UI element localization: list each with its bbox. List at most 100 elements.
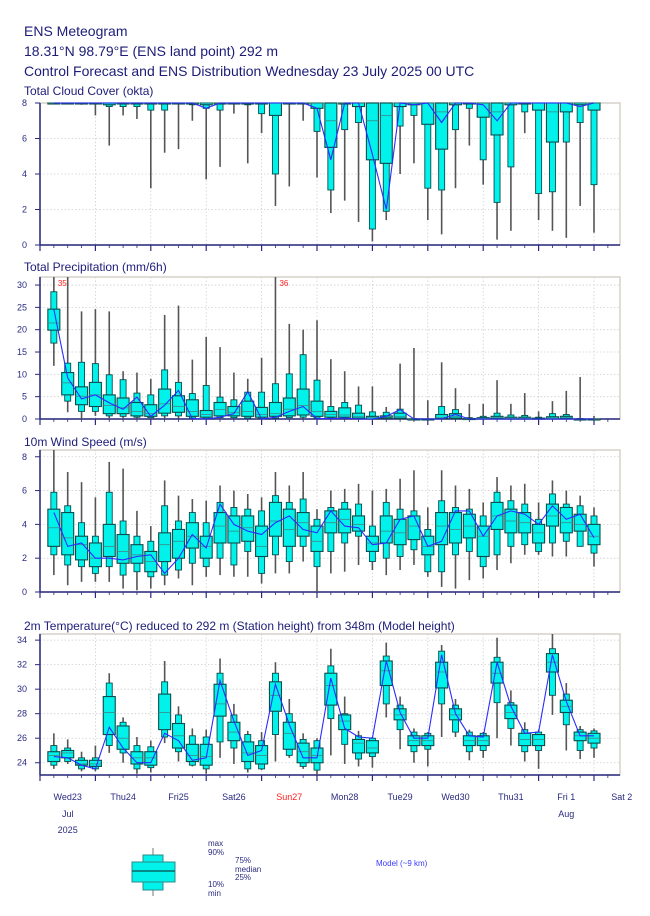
temp-iqr-box bbox=[255, 745, 269, 765]
cloud-box-28 bbox=[435, 102, 449, 235]
precip-ytick-label: 15 bbox=[17, 347, 27, 357]
precip-iqr-box bbox=[47, 308, 61, 331]
precip-box-11 bbox=[199, 336, 213, 420]
precip-p10-p90-box bbox=[285, 373, 293, 419]
temp-box-25 bbox=[393, 696, 407, 750]
cloud-box-32 bbox=[490, 102, 504, 240]
precip-iqr-box bbox=[338, 407, 352, 418]
temp-box-13 bbox=[227, 703, 241, 764]
legend: max 90% 75% median 25% 10% min Model (~9… bbox=[131, 839, 428, 898]
cloud-ytick-label: 6 bbox=[22, 134, 27, 144]
cloud-ytick-label: 4 bbox=[22, 169, 27, 179]
wind-box-31 bbox=[476, 502, 490, 579]
wind-iqr-box bbox=[532, 523, 546, 544]
precip-ytick-label: 5 bbox=[22, 392, 27, 402]
legend-min: min bbox=[208, 889, 221, 898]
temp-iqr-box bbox=[61, 749, 75, 759]
precip-box-15 bbox=[255, 357, 269, 420]
wind-box-28 bbox=[435, 470, 449, 587]
legend-p75: 75% bbox=[235, 856, 251, 865]
wind-box-16 bbox=[268, 471, 283, 574]
wind-ytick-label: 2 bbox=[22, 553, 27, 563]
precip-box-13 bbox=[227, 372, 241, 419]
temp-box-3 bbox=[88, 745, 102, 772]
cloud-ytick-label: 0 bbox=[22, 240, 27, 250]
meteogram-title: ENS Meteogram bbox=[24, 23, 127, 39]
time-axis: Wed23 Thu24 Fri25 Sat26 Sun27 Mon28 Tue29 Wed30… bbox=[54, 792, 633, 835]
wind-iqr-box bbox=[296, 511, 310, 537]
precip-box-17 bbox=[282, 323, 296, 419]
wind-iqr-box bbox=[407, 515, 421, 541]
wind-iqr-box bbox=[61, 511, 75, 556]
wind-iqr-box bbox=[102, 523, 116, 558]
wind-box-11 bbox=[199, 500, 213, 577]
precip-box-6 bbox=[130, 372, 144, 419]
wind-iqr-box bbox=[75, 535, 89, 561]
temp-iqr-box bbox=[102, 695, 116, 736]
day-label: Fri 1 bbox=[557, 792, 575, 802]
cloud-p10-p90-box bbox=[258, 102, 266, 115]
temp-box-16 bbox=[268, 662, 283, 762]
day-label: Tue29 bbox=[388, 792, 413, 802]
precip-ytick-label: 25 bbox=[17, 302, 27, 312]
precip-box-16 bbox=[268, 277, 283, 419]
precip-iqr-box bbox=[116, 397, 130, 415]
wind-box-33 bbox=[504, 485, 518, 564]
cloud-box-19 bbox=[310, 102, 324, 178]
cloud-p10-p90-box bbox=[590, 102, 598, 186]
temp-ytick-label: 28 bbox=[17, 709, 27, 719]
temp-iqr-box bbox=[532, 733, 546, 747]
temp-iqr-box bbox=[282, 721, 296, 750]
temp-iqr-box bbox=[268, 681, 283, 712]
wind-iqr-box bbox=[310, 525, 324, 552]
wind-box-1 bbox=[61, 471, 75, 586]
precip-box-36 bbox=[545, 401, 560, 420]
precip-iqr-box bbox=[255, 406, 269, 418]
precip-offscale-label: 36 bbox=[279, 279, 288, 288]
precip-iqr-box bbox=[213, 401, 227, 417]
day-label: Fri25 bbox=[168, 792, 189, 802]
cloud-iqr-box bbox=[490, 102, 504, 136]
wind-iqr-box bbox=[227, 515, 241, 544]
wind-box-20 bbox=[324, 490, 338, 574]
legend-p10: 10% bbox=[208, 880, 224, 889]
wind-ytick-label: 0 bbox=[22, 587, 27, 597]
wind-iqr-box bbox=[282, 508, 296, 547]
temp-box-17 bbox=[282, 698, 296, 758]
temp-box-15 bbox=[255, 732, 269, 771]
temp-iqr-box bbox=[573, 731, 587, 742]
precip-box-21 bbox=[338, 371, 352, 420]
day-label: Mon28 bbox=[331, 792, 359, 802]
wind-iqr-box bbox=[268, 501, 283, 537]
temp-box-34 bbox=[518, 722, 532, 762]
precip-panel-title: Total Precipitation (mm/6h) bbox=[24, 260, 167, 274]
temp-box-8 bbox=[158, 660, 172, 744]
temp-ytick-label: 34 bbox=[17, 635, 27, 645]
wind-ytick-label: 4 bbox=[22, 519, 27, 529]
wind-iqr-box bbox=[130, 544, 144, 564]
temp-iqr-box bbox=[351, 738, 366, 754]
precip-iqr-box bbox=[185, 399, 199, 417]
wind-panel: 0 2 4 6 8 bbox=[22, 449, 621, 598]
legend-model: Model (~9 km) bbox=[376, 859, 428, 868]
cloud-iqr-box bbox=[324, 102, 338, 148]
cloud-iqr-box bbox=[545, 102, 560, 143]
precip-iqr-box bbox=[75, 386, 89, 406]
cloud-iqr-box bbox=[310, 102, 324, 109]
temp-ytick-label: 32 bbox=[17, 660, 27, 670]
day-label: Thu31 bbox=[498, 792, 524, 802]
cloud-iqr-box bbox=[268, 102, 283, 116]
precip-iqr-box bbox=[61, 372, 75, 396]
precip-iqr-box bbox=[241, 400, 255, 417]
temp-iqr-box bbox=[545, 653, 560, 673]
cloud-panel: 0 2 4 6 8 bbox=[22, 98, 621, 251]
cloud-p10-p90-box bbox=[452, 102, 459, 131]
legend-box-icon bbox=[131, 848, 176, 896]
temp-box-39 bbox=[587, 728, 601, 758]
legend-median: median bbox=[235, 865, 261, 874]
temp-iqr-box bbox=[158, 693, 172, 731]
precip-iqr-box bbox=[296, 388, 310, 416]
wind-box-4 bbox=[102, 461, 116, 582]
